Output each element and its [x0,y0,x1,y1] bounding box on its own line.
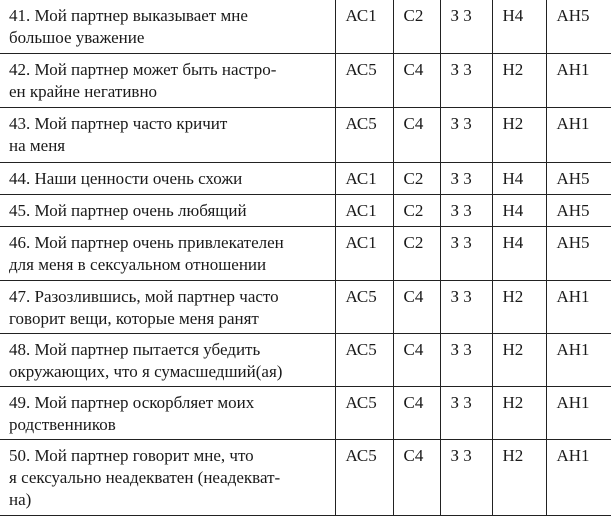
code-cell: АН1 [545,106,611,163]
statement-line: говорит вещи, которые меня ранят [9,308,259,328]
statement-cell: 48. Мой партнер пытается убедить окружающ… [0,332,336,387]
statement-line: ен крайне негативно [9,81,158,101]
statement-cell: 50. Мой партнер говорит мне, что я сексуа… [0,438,336,516]
statement-line: 45. Мой партнер очень любящий [9,200,247,220]
table-row: 41. Мой партнер выказывает мне большое ув… [0,0,611,54]
statement-line: 42. Мой партнер может быть настро- [9,59,277,79]
code-cell: АН1 [545,332,611,387]
statement-cell: 42. Мой партнер может быть настро-ен кра… [0,52,336,108]
code-cell: Н2 [491,332,547,387]
code-cell: Н2 [491,385,547,440]
code-cell: АС5 [334,438,394,516]
statement-line: 41. Мой партнер выказывает мне [9,6,248,25]
code-cell: АС5 [334,332,394,387]
code-cell: З 3 [439,332,493,387]
statement-line: на) [9,489,32,509]
code-cell: З 3 [439,52,493,108]
code-cell: З 3 [439,0,493,54]
code-cell: АС1 [334,193,394,227]
statement-line: 50. Мой партнер говорит мне, что [9,445,254,465]
code-cell: АС1 [334,0,394,54]
statement-line: 47. Разозлившись, мой партнер часто [9,286,279,306]
statement-line: большое уважение [9,28,145,47]
code-cell: С4 [392,438,441,516]
code-cell: С2 [392,225,441,281]
code-cell: АН5 [545,225,611,281]
statement-line: 46. Мой партнер очень привлекателен [9,232,284,252]
code-cell: З 3 [439,225,493,281]
statement-line: для меня в сексуальном отношении [9,254,267,274]
table-row: 48. Мой партнер пытается убедить окружающ… [0,332,611,387]
table-row: 49. Мой партнер оскорбляет моих родственн… [0,385,611,440]
statement-line: 49. Мой партнер оскорбляет моих [9,392,255,412]
statement-cell: 47. Разозлившись, мой партнер часто говор… [0,279,336,334]
code-cell: АН1 [545,279,611,334]
statement-cell: 46. Мой партнер очень привлекателен для м… [0,225,336,281]
statement-cell: 41. Мой партнер выказывает мне большое ув… [0,0,336,54]
statement-line: родственников [9,414,116,434]
code-cell: АС5 [334,52,394,108]
table-row: 42. Мой партнер может быть настро-ен кра… [0,52,611,108]
code-cell: Н2 [491,106,547,163]
code-cell: Н2 [491,52,547,108]
code-cell: АС5 [334,385,394,440]
code-cell: З 3 [439,106,493,163]
table-row: 46. Мой партнер очень привлекателен для м… [0,225,611,281]
code-cell: АН5 [545,0,611,54]
statement-cell: 49. Мой партнер оскорбляет моих родственн… [0,385,336,440]
table-row: 50. Мой партнер говорит мне, что я сексуа… [0,438,611,516]
code-cell: Н4 [491,161,547,195]
code-cell: Н4 [491,0,547,54]
statement-line: окружающих, что я сумасшедший(ая) [9,361,283,381]
statement-line: 48. Мой партнер пытается убедить [9,339,261,359]
code-cell: АС1 [334,161,394,195]
code-cell: АН5 [545,193,611,227]
code-cell: Н4 [491,193,547,227]
table-row: 45. Мой партнер очень любящий АС1 С2 З 3 Н4 А… [0,193,611,227]
table-row: 47. Разозлившись, мой партнер часто говор… [0,279,611,334]
code-cell: З 3 [439,438,493,516]
code-cell: АС1 [334,225,394,281]
statement-cell: 44. Наши ценности очень схожи [0,161,336,195]
code-cell: АС5 [334,279,394,334]
code-cell: АН1 [545,52,611,108]
code-cell: З 3 [439,161,493,195]
code-cell: АС5 [334,106,394,163]
code-cell: АН1 [545,385,611,440]
statement-line: 44. Наши ценности очень схожи [9,168,243,188]
code-cell: Н4 [491,225,547,281]
code-cell: С2 [392,0,441,54]
statement-cell: 43. Мой партнер часто кричит на меня [0,106,336,163]
code-cell: З 3 [439,193,493,227]
code-cell: С2 [392,193,441,227]
statement-line: на меня [9,135,66,155]
statement-line: 43. Мой партнер часто кричит [9,113,228,133]
code-cell: С4 [392,332,441,387]
table-row: 44. Наши ценности очень схожи АС1 С2 З 3 Н4 А… [0,161,611,195]
code-cell: Н2 [491,438,547,516]
code-cell: С2 [392,161,441,195]
code-cell: З 3 [439,385,493,440]
table-row: 43. Мой партнер часто кричит на меня АС5 С4… [0,106,611,163]
code-cell: С4 [392,52,441,108]
code-cell: С4 [392,106,441,163]
code-cell: АН5 [545,161,611,195]
code-cell: С4 [392,279,441,334]
code-cell: З 3 [439,279,493,334]
code-cell: Н2 [491,279,547,334]
code-cell: АН1 [545,438,611,516]
statement-cell: 45. Мой партнер очень любящий [0,193,336,227]
code-cell: С4 [392,385,441,440]
statement-line: я сексуально неадекватен (неадекват- [9,467,281,487]
